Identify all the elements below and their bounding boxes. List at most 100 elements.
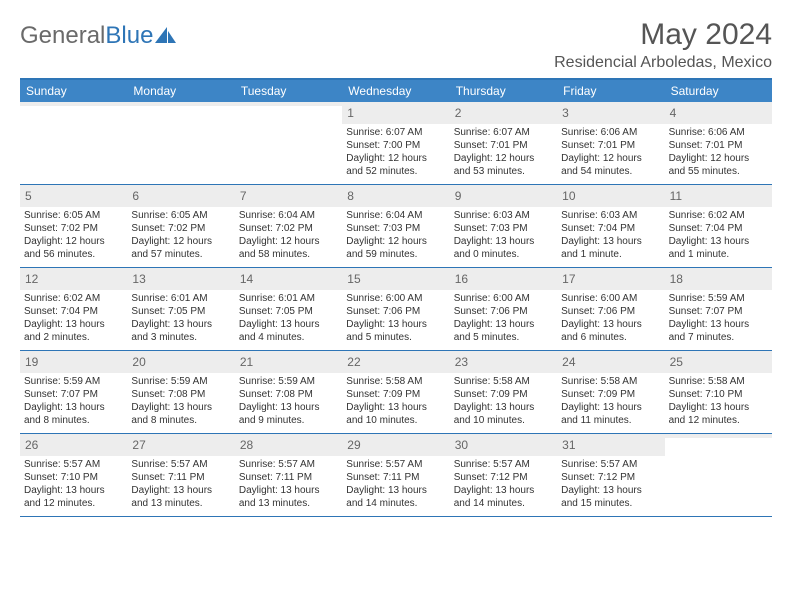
weekday-fri: Friday bbox=[557, 80, 664, 102]
day-detail: Sunrise: 6:00 AMSunset: 7:06 PMDaylight:… bbox=[561, 292, 660, 344]
day-detail-line: Sunrise: 6:04 AM bbox=[239, 209, 338, 222]
day-number-row bbox=[127, 102, 234, 106]
day-detail-line: Daylight: 13 hours bbox=[24, 401, 123, 414]
logo-general: General bbox=[20, 22, 105, 49]
day-detail-line: Sunrise: 5:57 AM bbox=[346, 458, 445, 471]
day-detail: Sunrise: 5:59 AMSunset: 7:07 PMDaylight:… bbox=[669, 292, 768, 344]
day-detail-line: Daylight: 12 hours bbox=[346, 235, 445, 248]
day-detail-line: Sunrise: 6:01 AM bbox=[239, 292, 338, 305]
day-detail-line: and 1 minute. bbox=[669, 248, 768, 261]
day-detail-line: Daylight: 13 hours bbox=[454, 318, 553, 331]
day-detail-line: Sunrise: 5:57 AM bbox=[454, 458, 553, 471]
day-detail-line: Daylight: 12 hours bbox=[239, 235, 338, 248]
day-detail-line: Daylight: 13 hours bbox=[454, 401, 553, 414]
brand-logo: GeneralBlue bbox=[20, 18, 177, 50]
day-detail-line: Sunset: 7:00 PM bbox=[346, 139, 445, 152]
day-detail: Sunrise: 6:02 AMSunset: 7:04 PMDaylight:… bbox=[24, 292, 123, 344]
day-detail: Sunrise: 5:57 AMSunset: 7:11 PMDaylight:… bbox=[131, 458, 230, 510]
day-detail-line: Sunrise: 5:58 AM bbox=[454, 375, 553, 388]
day-detail-line: and 14 minutes. bbox=[454, 497, 553, 510]
day-detail: Sunrise: 5:57 AMSunset: 7:10 PMDaylight:… bbox=[24, 458, 123, 510]
day-detail-line: Daylight: 13 hours bbox=[561, 401, 660, 414]
calendar-day: 28Sunrise: 5:57 AMSunset: 7:11 PMDayligh… bbox=[235, 434, 342, 516]
day-detail-line: and 58 minutes. bbox=[239, 248, 338, 261]
calendar-week: 12Sunrise: 6:02 AMSunset: 7:04 PMDayligh… bbox=[20, 268, 772, 351]
day-detail-line: Sunset: 7:05 PM bbox=[131, 305, 230, 318]
day-detail: Sunrise: 5:59 AMSunset: 7:07 PMDaylight:… bbox=[24, 375, 123, 427]
day-detail: Sunrise: 6:06 AMSunset: 7:01 PMDaylight:… bbox=[669, 126, 768, 178]
day-detail-line: and 56 minutes. bbox=[24, 248, 123, 261]
day-detail-line: Sunset: 7:08 PM bbox=[131, 388, 230, 401]
day-number: 20 bbox=[132, 355, 145, 369]
day-number-row bbox=[665, 434, 772, 438]
day-detail-line: and 7 minutes. bbox=[669, 331, 768, 344]
day-number: 31 bbox=[562, 438, 575, 452]
calendar-day: 6 Sunrise: 6:05 AMSunset: 7:02 PMDaylight… bbox=[127, 185, 234, 267]
day-number: 5 bbox=[25, 189, 32, 203]
day-detail-line: and 59 minutes. bbox=[346, 248, 445, 261]
day-number-row: 20 bbox=[127, 351, 234, 373]
calendar-day: 10Sunrise: 6:03 AMSunset: 7:04 PMDayligh… bbox=[557, 185, 664, 267]
day-detail-line: Sunrise: 5:57 AM bbox=[561, 458, 660, 471]
day-detail-line: Daylight: 12 hours bbox=[669, 152, 768, 165]
day-detail: Sunrise: 6:06 AMSunset: 7:01 PMDaylight:… bbox=[561, 126, 660, 178]
day-number: 2 bbox=[455, 106, 462, 120]
day-detail-line: Sunset: 7:11 PM bbox=[131, 471, 230, 484]
weekday-tue: Tuesday bbox=[235, 80, 342, 102]
day-number: 15 bbox=[347, 272, 360, 286]
day-number-row: 31 bbox=[557, 434, 664, 456]
calendar-weeks: 1Sunrise: 6:07 AMSunset: 7:00 PMDaylight… bbox=[20, 102, 772, 517]
day-detail-line: and 3 minutes. bbox=[131, 331, 230, 344]
day-detail-line: Sunrise: 6:01 AM bbox=[131, 292, 230, 305]
day-detail-line: Daylight: 13 hours bbox=[239, 318, 338, 331]
day-detail-line: Sunset: 7:07 PM bbox=[669, 305, 768, 318]
day-number: 8 bbox=[347, 189, 354, 203]
day-detail-line: Sunset: 7:06 PM bbox=[454, 305, 553, 318]
day-number: 17 bbox=[562, 272, 575, 286]
day-number-row: 28 bbox=[235, 434, 342, 456]
day-number: 6 bbox=[132, 189, 139, 203]
day-detail-line: Sunset: 7:08 PM bbox=[239, 388, 338, 401]
day-detail-line: Sunset: 7:04 PM bbox=[669, 222, 768, 235]
day-detail: Sunrise: 6:04 AMSunset: 7:03 PMDaylight:… bbox=[346, 209, 445, 261]
day-detail: Sunrise: 5:59 AMSunset: 7:08 PMDaylight:… bbox=[239, 375, 338, 427]
day-detail-line: Sunrise: 5:57 AM bbox=[131, 458, 230, 471]
weekday-header-row: Sunday Monday Tuesday Wednesday Thursday… bbox=[20, 80, 772, 102]
day-number-row: 8 bbox=[342, 185, 449, 207]
day-detail-line: Sunset: 7:12 PM bbox=[561, 471, 660, 484]
day-detail: Sunrise: 6:05 AMSunset: 7:02 PMDaylight:… bbox=[131, 209, 230, 261]
calendar-day: 4Sunrise: 6:06 AMSunset: 7:01 PMDaylight… bbox=[665, 102, 772, 184]
logo-text: GeneralBlue bbox=[20, 22, 153, 50]
calendar: Sunday Monday Tuesday Wednesday Thursday… bbox=[20, 78, 772, 517]
weekday-mon: Monday bbox=[127, 80, 234, 102]
day-detail-line: and 15 minutes. bbox=[561, 497, 660, 510]
calendar-week: 5 Sunrise: 6:05 AMSunset: 7:02 PMDaylight… bbox=[20, 185, 772, 268]
day-detail-line: Sunrise: 6:00 AM bbox=[561, 292, 660, 305]
day-detail-line: Sunrise: 6:00 AM bbox=[454, 292, 553, 305]
day-detail-line: Sunset: 7:12 PM bbox=[454, 471, 553, 484]
day-detail-line: Daylight: 12 hours bbox=[346, 152, 445, 165]
calendar-day bbox=[665, 434, 772, 516]
calendar-day: 5Sunrise: 6:05 AMSunset: 7:02 PMDaylight… bbox=[20, 185, 127, 267]
day-detail-line: and 52 minutes. bbox=[346, 165, 445, 178]
day-detail-line: Sunset: 7:09 PM bbox=[561, 388, 660, 401]
day-detail-line: Daylight: 13 hours bbox=[561, 235, 660, 248]
day-number: 27 bbox=[132, 438, 145, 452]
day-detail-line: and 53 minutes. bbox=[454, 165, 553, 178]
day-number-row: 25 bbox=[665, 351, 772, 373]
day-detail-line: and 2 minutes. bbox=[24, 331, 123, 344]
day-detail-line: and 55 minutes. bbox=[669, 165, 768, 178]
day-number: 7 bbox=[240, 189, 247, 203]
day-number-row: 13 bbox=[127, 268, 234, 290]
location-label: Residencial Arboledas, Mexico bbox=[554, 54, 772, 72]
day-number-row: 16 bbox=[450, 268, 557, 290]
title-block: May 2024 Residencial Arboledas, Mexico bbox=[554, 18, 772, 72]
calendar-day: 31Sunrise: 5:57 AMSunset: 7:12 PMDayligh… bbox=[557, 434, 664, 516]
day-detail-line: Daylight: 12 hours bbox=[561, 152, 660, 165]
calendar-day bbox=[127, 102, 234, 184]
day-detail-line: Sunrise: 6:02 AM bbox=[24, 292, 123, 305]
calendar-day: 24Sunrise: 5:58 AMSunset: 7:09 PMDayligh… bbox=[557, 351, 664, 433]
day-number: 29 bbox=[347, 438, 360, 452]
logo-blue: Blue bbox=[105, 22, 153, 49]
calendar-week: 1Sunrise: 6:07 AMSunset: 7:00 PMDaylight… bbox=[20, 102, 772, 185]
